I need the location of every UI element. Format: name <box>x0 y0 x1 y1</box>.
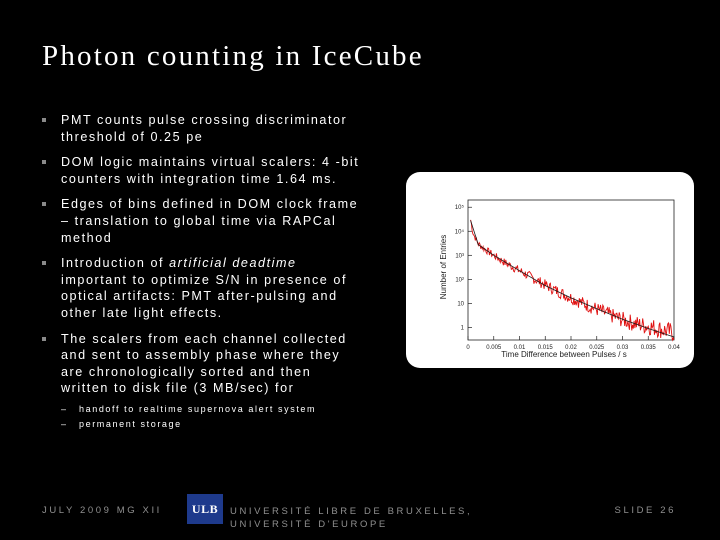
bullet-marker <box>42 261 46 266</box>
bullet-text: DOM logic maintains virtual scalers: 4 -… <box>61 155 360 186</box>
footer-slide-number: SLIDE 26 <box>614 505 676 516</box>
sub-bullet-item: – permanent storage <box>42 417 360 432</box>
x-tick-label: 0.02 <box>565 345 577 351</box>
x-tick-label: 0.015 <box>538 345 554 351</box>
bullet-marker <box>42 118 46 122</box>
sub-bullet-dash: – <box>61 403 68 414</box>
plot-card: 0 0.005 0.01 0.015 0.02 0.025 0.03 0.035 0.04 1 10… <box>406 172 694 368</box>
chart-axes: 0 0.005 0.01 0.015 0.02 0.025 0.03 0.035 0.04 1 10… <box>455 199 680 351</box>
ulb-logo: ULB <box>187 494 223 524</box>
x-tick-label: 0.035 <box>641 345 657 351</box>
bullet-marker <box>42 160 46 165</box>
bullet-text-pre: Introduction of <box>61 256 170 271</box>
y-tick-label: 10 <box>457 301 464 307</box>
pulse-time-histogram: 0 0.005 0.01 0.015 0.02 0.025 0.03 0.035 0.04 1 10… <box>439 199 680 359</box>
y-axis-label: Number of Entries <box>439 235 448 299</box>
bullet-item: The scalers from each channel collected … <box>42 331 360 397</box>
bullet-item: PMT counts pulse crossing discriminator … <box>42 112 360 145</box>
x-tick-label: 0.04 <box>668 345 680 351</box>
bullet-marker <box>42 202 46 207</box>
bullet-emphasis: artificial deadtime <box>169 256 297 271</box>
slide-title: Photon counting in IceCube <box>42 40 424 72</box>
sub-bullet-text: permanent storage <box>79 418 182 429</box>
y-tick-label: 10³ <box>455 253 464 259</box>
chart-series <box>470 219 675 342</box>
footer-university: UNIVERSITÉ LIBRE DE BRUXELLES, UNIVERSIT… <box>230 506 473 530</box>
sub-bullet-list: – handoff to realtime supernova alert sy… <box>42 402 360 432</box>
y-tick-label: 1 <box>461 325 465 331</box>
footer-date: JULY 2009 MG XII <box>42 505 162 516</box>
bullet-list: PMT counts pulse crossing discriminator … <box>42 112 360 432</box>
x-tick-label: 0 <box>466 345 470 351</box>
bullet-text: Edges of bins defined in DOM clock frame… <box>61 197 359 245</box>
y-tick-label: 10⁵ <box>455 204 465 211</box>
sub-bullet-dash: – <box>61 418 68 429</box>
y-tick-label: 10² <box>455 277 464 283</box>
x-tick-label: 0.025 <box>589 345 605 351</box>
x-axis-label: Time Difference between Pulses / s <box>501 350 626 359</box>
sub-bullet-item: – handoff to realtime supernova alert sy… <box>42 402 360 417</box>
x-tick-label: 0.005 <box>486 345 502 351</box>
histogram-series-line <box>470 219 675 342</box>
y-tick-label: 10⁴ <box>455 228 465 235</box>
bullet-item: DOM logic maintains virtual scalers: 4 -… <box>42 154 360 187</box>
bullet-marker <box>42 336 46 341</box>
sub-bullet-text: handoff to realtime supernova alert syst… <box>79 403 317 414</box>
bullet-text: PMT counts pulse crossing discriminator … <box>61 113 348 144</box>
x-tick-label: 0.03 <box>617 345 629 351</box>
bullet-item: Edges of bins defined in DOM clock frame… <box>42 196 360 246</box>
bullet-text-post: important to optimize S/N in presence of… <box>61 272 347 320</box>
x-tick-label: 0.01 <box>514 345 526 351</box>
fit-curve-line <box>470 220 675 338</box>
bullet-text: The scalers from each channel collected … <box>61 331 347 396</box>
bullet-item: Introduction of artificial deadtime impo… <box>42 255 360 321</box>
